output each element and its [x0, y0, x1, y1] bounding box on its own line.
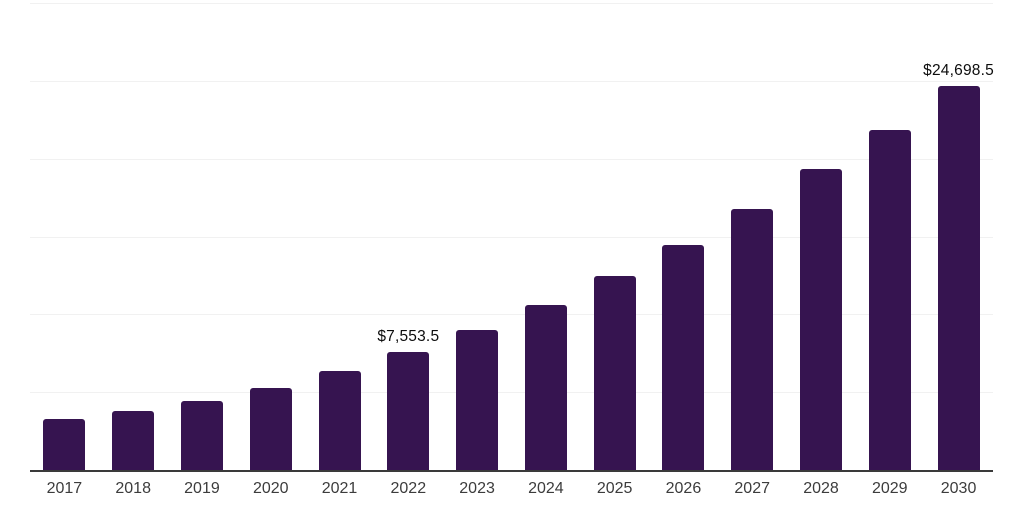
x-tick-label-2030: 2030: [940, 480, 977, 497]
bar-2017: [43, 418, 86, 470]
x-tick-label-2019: 2019: [184, 480, 220, 497]
gridline: [30, 392, 993, 394]
x-tick-label-2017: 2017: [46, 480, 83, 497]
bar-2024: [524, 304, 567, 470]
bar-2027: [731, 208, 774, 470]
x-tick-label-2024: 2024: [528, 480, 564, 497]
bar-slot-2028: [787, 3, 856, 470]
gridline: [30, 3, 993, 4]
x-tick-label-2023: 2023: [459, 480, 495, 497]
bar-slot-2023: [443, 3, 512, 470]
bar-value-label-2030: $24,698.5: [923, 61, 994, 79]
x-tick-label-2027: 2027: [734, 480, 770, 497]
x-tick-label-2020: 2020: [252, 480, 289, 497]
bar-slot-2017: [30, 3, 99, 470]
bar-slot-2025: [580, 3, 649, 470]
bar-slot-2022: $7,553.5: [374, 3, 443, 470]
bar-slot-2018: [99, 3, 168, 470]
bar-2030: [937, 85, 980, 470]
bar-slot-2020: [236, 3, 305, 470]
bar-value-label-2022: $7,553.5: [377, 328, 440, 346]
bar-2018: [112, 411, 155, 470]
bar-2019: [180, 400, 223, 470]
x-tick-label-2025: 2025: [596, 480, 633, 497]
x-tick-label-2021: 2021: [321, 480, 358, 497]
x-tick-label-2028: 2028: [803, 480, 839, 497]
bar-slot-2024: [511, 3, 580, 470]
x-tick-label-2018: 2018: [115, 480, 151, 497]
bar-2023: [456, 329, 499, 470]
plot-area: $7,553.5 $24,698.5: [30, 3, 994, 472]
bar-slot-2030: $24,698.5: [923, 3, 994, 470]
bar-slot-2029: [855, 3, 924, 470]
bar-slot-2027: [718, 3, 787, 470]
bar-2028: [799, 168, 842, 470]
bar-slot-2026: [649, 3, 718, 470]
x-tick-label-2022: 2022: [390, 480, 427, 497]
bar-slot-2021: [305, 3, 374, 470]
bar-2025: [593, 276, 636, 470]
x-tick-label-2029: 2029: [871, 480, 908, 497]
gridline: [30, 80, 993, 82]
gridline: [30, 236, 993, 238]
bar-2021: [318, 370, 361, 470]
bar-2022: [387, 352, 430, 470]
x-axis-labels: 2017 2018 2019 2020 2021 2022 2023 2024 2025 2026…: [30, 480, 993, 498]
bar-2029: [868, 129, 911, 470]
bar-2026: [662, 244, 705, 470]
bar-slot-2019: [168, 3, 237, 470]
bar-2020: [249, 387, 292, 470]
x-tick-label-2026: 2026: [665, 480, 702, 497]
gridline: [30, 314, 993, 316]
gridline: [30, 158, 993, 160]
bar-row: $7,553.5 $24,698.5: [30, 3, 994, 470]
